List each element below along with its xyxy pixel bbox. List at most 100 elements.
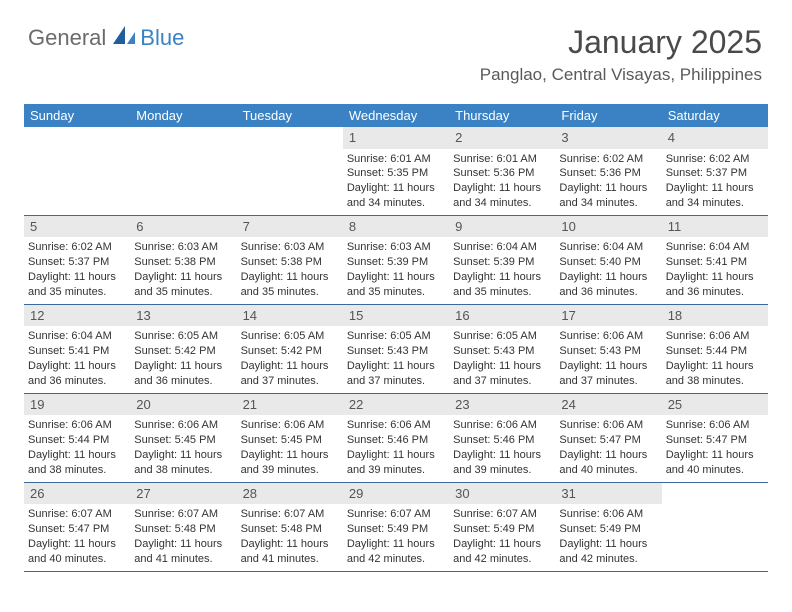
page-title: January 2025 <box>480 24 762 61</box>
sunrise-line: Sunrise: 6:01 AM <box>347 152 445 167</box>
daylight-line: Daylight: 11 hours and 38 minutes. <box>134 448 232 478</box>
day-number: 5 <box>24 216 130 238</box>
week-row: 26Sunrise: 6:07 AMSunset: 5:47 PMDayligh… <box>24 483 768 572</box>
day-cell: 28 Sunrise: 6:07 AMSunset: 5:48 PMDayligh… <box>237 483 343 571</box>
sunset-line: Sunset: 5:36 PM <box>559 166 657 181</box>
sunset-line: Sunset: 5:43 PM <box>453 344 551 359</box>
sunset-line: Sunset: 5:43 PM <box>559 344 657 359</box>
sunrise-line: Sunrise: 6:01 AM <box>453 152 551 167</box>
day-header: Thursday <box>449 104 555 127</box>
daylight-line: Daylight: 11 hours and 34 minutes. <box>559 181 657 211</box>
daylight-line: Daylight: 11 hours and 39 minutes. <box>347 448 445 478</box>
day-number: 20 <box>130 394 236 416</box>
sunrise-line: Sunrise: 6:04 AM <box>28 329 126 344</box>
day-number: 10 <box>555 216 661 238</box>
day-cell: 16Sunrise: 6:05 AMSunset: 5:43 PMDayligh… <box>449 305 555 393</box>
sunset-line: Sunset: 5:35 PM <box>347 166 445 181</box>
day-cell: 10 Sunrise: 6:04 AMSunset: 5:40 PMDayligh… <box>555 216 661 304</box>
sunrise-line: Sunrise: 6:07 AM <box>347 507 445 522</box>
daylight-line: Daylight: 11 hours and 37 minutes. <box>241 359 339 389</box>
day-number <box>662 483 768 505</box>
day-cell: 15Sunrise: 6:05 AMSunset: 5:43 PMDayligh… <box>343 305 449 393</box>
day-cell <box>24 127 130 215</box>
logo-text-general: General <box>28 25 106 51</box>
sunrise-line: Sunrise: 6:04 AM <box>666 240 764 255</box>
sunrise-line: Sunrise: 6:05 AM <box>241 329 339 344</box>
sunset-line: Sunset: 5:47 PM <box>666 433 764 448</box>
sunrise-line: Sunrise: 6:02 AM <box>559 152 657 167</box>
day-header: Monday <box>130 104 236 127</box>
daylight-line: Daylight: 11 hours and 40 minutes. <box>666 448 764 478</box>
sunset-line: Sunset: 5:42 PM <box>134 344 232 359</box>
sunset-line: Sunset: 5:38 PM <box>134 255 232 270</box>
day-cell: 31Sunrise: 6:06 AMSunset: 5:49 PMDayligh… <box>555 483 661 571</box>
location-subtitle: Panglao, Central Visayas, Philippines <box>480 65 762 85</box>
day-cell: 7Sunrise: 6:03 AMSunset: 5:38 PMDaylight… <box>237 216 343 304</box>
daylight-line: Daylight: 11 hours and 41 minutes. <box>241 537 339 567</box>
daylight-line: Daylight: 11 hours and 34 minutes. <box>347 181 445 211</box>
sunrise-line: Sunrise: 6:06 AM <box>134 418 232 433</box>
sunset-line: Sunset: 5:45 PM <box>134 433 232 448</box>
week-row: 12Sunrise: 6:04 AMSunset: 5:41 PMDayligh… <box>24 305 768 394</box>
daylight-line: Daylight: 11 hours and 37 minutes. <box>347 359 445 389</box>
sunrise-line: Sunrise: 6:03 AM <box>241 240 339 255</box>
day-number: 29 <box>343 483 449 505</box>
day-number: 12 <box>24 305 130 327</box>
day-number: 23 <box>449 394 555 416</box>
day-number <box>24 127 130 149</box>
sunset-line: Sunset: 5:42 PM <box>241 344 339 359</box>
calendar: Sunday Monday Tuesday Wednesday Thursday… <box>24 104 768 572</box>
sunset-line: Sunset: 5:48 PM <box>134 522 232 537</box>
day-cell: 30Sunrise: 6:07 AMSunset: 5:49 PMDayligh… <box>449 483 555 571</box>
day-number: 9 <box>449 216 555 238</box>
sunset-line: Sunset: 5:40 PM <box>559 255 657 270</box>
day-number: 24 <box>555 394 661 416</box>
daylight-line: Daylight: 11 hours and 36 minutes. <box>28 359 126 389</box>
daylight-line: Daylight: 11 hours and 41 minutes. <box>134 537 232 567</box>
day-number: 28 <box>237 483 343 505</box>
day-cell: 11Sunrise: 6:04 AMSunset: 5:41 PMDayligh… <box>662 216 768 304</box>
day-number: 15 <box>343 305 449 327</box>
sunrise-line: Sunrise: 6:05 AM <box>134 329 232 344</box>
sunset-line: Sunset: 5:41 PM <box>666 255 764 270</box>
day-cell <box>662 483 768 571</box>
day-cell: 23Sunrise: 6:06 AMSunset: 5:46 PMDayligh… <box>449 394 555 482</box>
sunset-line: Sunset: 5:49 PM <box>559 522 657 537</box>
sunset-line: Sunset: 5:45 PM <box>241 433 339 448</box>
day-number: 13 <box>130 305 236 327</box>
daylight-line: Daylight: 11 hours and 36 minutes. <box>559 270 657 300</box>
day-number: 26 <box>24 483 130 505</box>
day-number: 25 <box>662 394 768 416</box>
day-number <box>130 127 236 149</box>
daylight-line: Daylight: 11 hours and 37 minutes. <box>559 359 657 389</box>
day-header: Tuesday <box>237 104 343 127</box>
daylight-line: Daylight: 11 hours and 37 minutes. <box>453 359 551 389</box>
sunrise-line: Sunrise: 6:02 AM <box>666 152 764 167</box>
sunrise-line: Sunrise: 6:05 AM <box>453 329 551 344</box>
daylight-line: Daylight: 11 hours and 39 minutes. <box>241 448 339 478</box>
sunrise-line: Sunrise: 6:06 AM <box>28 418 126 433</box>
day-cell: 14Sunrise: 6:05 AMSunset: 5:42 PMDayligh… <box>237 305 343 393</box>
daylight-line: Daylight: 11 hours and 36 minutes. <box>134 359 232 389</box>
day-cell: 21Sunrise: 6:06 AMSunset: 5:45 PMDayligh… <box>237 394 343 482</box>
sunrise-line: Sunrise: 6:07 AM <box>241 507 339 522</box>
daylight-line: Daylight: 11 hours and 40 minutes. <box>559 448 657 478</box>
sunrise-line: Sunrise: 6:04 AM <box>453 240 551 255</box>
day-number: 3 <box>555 127 661 149</box>
sunrise-line: Sunrise: 6:04 AM <box>559 240 657 255</box>
sunrise-line: Sunrise: 6:06 AM <box>559 329 657 344</box>
day-cell: 19Sunrise: 6:06 AMSunset: 5:44 PMDayligh… <box>24 394 130 482</box>
daylight-line: Daylight: 11 hours and 39 minutes. <box>453 448 551 478</box>
day-cell: 24Sunrise: 6:06 AMSunset: 5:47 PMDayligh… <box>555 394 661 482</box>
sunrise-line: Sunrise: 6:06 AM <box>241 418 339 433</box>
day-number: 2 <box>449 127 555 149</box>
sunrise-line: Sunrise: 6:03 AM <box>134 240 232 255</box>
sunset-line: Sunset: 5:48 PM <box>241 522 339 537</box>
daylight-line: Daylight: 11 hours and 34 minutes. <box>666 181 764 211</box>
sunrise-line: Sunrise: 6:06 AM <box>559 507 657 522</box>
sunset-line: Sunset: 5:39 PM <box>453 255 551 270</box>
sunrise-line: Sunrise: 6:06 AM <box>666 418 764 433</box>
day-number: 18 <box>662 305 768 327</box>
sunset-line: Sunset: 5:36 PM <box>453 166 551 181</box>
sunrise-line: Sunrise: 6:06 AM <box>559 418 657 433</box>
